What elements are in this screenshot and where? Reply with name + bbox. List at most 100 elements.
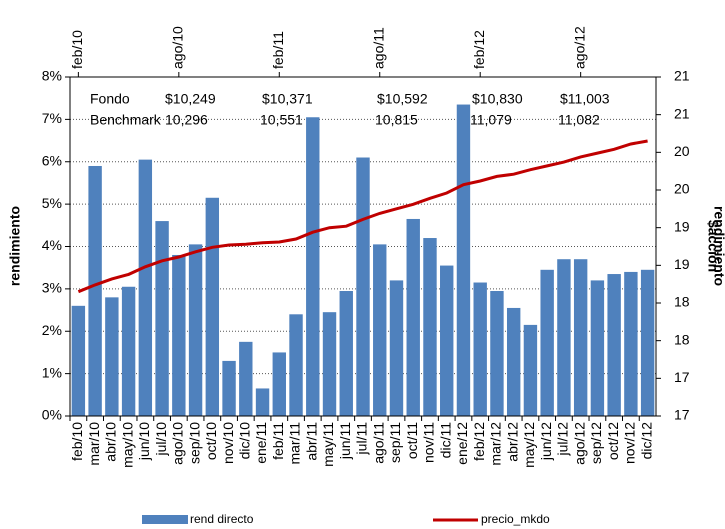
bar [272, 352, 286, 416]
y2-tick-label: 18 [674, 294, 690, 310]
y-tick-label: 0% [42, 407, 62, 423]
annotation-fondo: $10,830 [472, 91, 523, 107]
bar [456, 104, 471, 416]
bar [121, 286, 136, 416]
annotation-fondo: $11,003 [560, 91, 610, 107]
annotation-row-label: Benchmark [90, 112, 162, 128]
y2-axis-label: $acción [705, 220, 721, 272]
top-tick-label: feb/12 [471, 30, 487, 69]
bar [71, 305, 86, 416]
legend-label: precio_mkdo [481, 512, 550, 526]
bar [322, 312, 337, 416]
bar [339, 290, 353, 416]
bar [389, 280, 404, 416]
annotation-benchmark: 10,815 [375, 112, 418, 128]
bar [172, 254, 186, 416]
y2-tick-label: 21 [674, 105, 690, 121]
bar [540, 269, 554, 416]
y2-tick-label: 21 [674, 68, 690, 84]
bar [490, 290, 504, 416]
y-axis-label: rendimiento [7, 206, 23, 286]
bar [356, 157, 370, 416]
bar [423, 238, 437, 416]
y2-tick-label: 20 [674, 181, 690, 197]
bar [440, 265, 454, 416]
y-tick-label: 8% [42, 68, 62, 84]
annotation-benchmark: 11,079 [470, 112, 512, 128]
x-tick-label: may/10 [119, 422, 135, 468]
y2-tick-label: 17 [674, 369, 690, 385]
annotation-row-label: Fondo [90, 91, 130, 107]
bar [239, 341, 253, 416]
bar [205, 197, 220, 416]
bar [506, 307, 521, 416]
y-tick-label: 3% [42, 280, 62, 296]
top-tick-label: ago/12 [571, 26, 587, 69]
legend-label: rend directo [190, 512, 254, 526]
bar [607, 274, 621, 416]
line [77, 139, 648, 294]
y-tick-label: 1% [42, 364, 62, 380]
x-tick-label: abr/12 [504, 422, 520, 462]
x-tick-label: nov/12 [622, 422, 638, 464]
bar [306, 117, 320, 416]
annotation-fondo: $10,592 [377, 91, 428, 107]
y-tick-label: 6% [42, 152, 62, 168]
x-tick-label: feb/11 [270, 422, 286, 460]
bar [640, 269, 655, 416]
annotation-fondo: $10,371 [262, 91, 313, 107]
x-tick-label: sep/12 [588, 422, 604, 464]
x-tick-label: dic/11 [437, 422, 453, 459]
y2-tick-label: 18 [674, 331, 690, 347]
bar [255, 388, 270, 416]
x-tick-label: dic/10 [237, 422, 253, 460]
bar [573, 259, 588, 416]
annotation-fondo: $10,249 [165, 91, 216, 107]
y-tick-label: 2% [42, 322, 62, 338]
x-tick-label: feb/12 [471, 422, 487, 461]
bar [624, 271, 638, 416]
x-tick-label: mar/10 [86, 422, 102, 466]
x-tick-label: may/12 [521, 422, 537, 468]
legend-swatch [142, 515, 188, 524]
bar [557, 259, 571, 416]
top-tick-label: ago/11 [370, 27, 386, 69]
bar [105, 297, 119, 416]
x-tick-label: nov/11 [421, 422, 437, 463]
y2-tick-label: 19 [674, 256, 690, 272]
x-tick-label: oct/12 [605, 422, 621, 460]
bar [138, 159, 153, 416]
top-tick-label: ago/10 [170, 26, 186, 69]
x-tick-label: oct/11 [404, 422, 420, 459]
y2-tick-label: 20 [674, 143, 690, 159]
x-tick-label: may/11 [320, 422, 336, 467]
x-tick-label: nov/10 [220, 422, 236, 464]
annotation-benchmark: 10,551 [260, 112, 303, 128]
annotation-benchmark: 11,082 [558, 112, 600, 128]
bar [523, 324, 538, 416]
x-tick-label: jul/12 [555, 422, 571, 457]
y2-tick-label: 19 [674, 218, 690, 234]
y2-axis-label: rendimiento [711, 206, 725, 286]
bar [289, 314, 303, 416]
x-tick-label: jul/11 [354, 422, 370, 456]
bar [88, 165, 102, 416]
x-tick-label: ago/11 [370, 422, 386, 464]
x-tick-label: feb/10 [69, 422, 85, 461]
x-tick-label: oct/10 [203, 422, 219, 460]
x-tick-label: ene/12 [454, 422, 470, 465]
bar [222, 360, 236, 416]
top-tick-label: feb/10 [69, 30, 85, 69]
x-tick-label: abr/10 [103, 422, 119, 462]
x-tick-label: sep/11 [387, 422, 403, 463]
x-tick-label: jul/10 [153, 422, 169, 457]
x-tick-label: ago/12 [571, 422, 587, 465]
bar [406, 218, 420, 416]
bar [473, 282, 487, 416]
x-tick-label: jun/10 [136, 422, 152, 461]
x-tick-label: mar/11 [287, 422, 303, 465]
x-tick-label: ene/11 [253, 422, 269, 464]
bar [373, 244, 387, 416]
y-tick-label: 5% [42, 195, 62, 211]
